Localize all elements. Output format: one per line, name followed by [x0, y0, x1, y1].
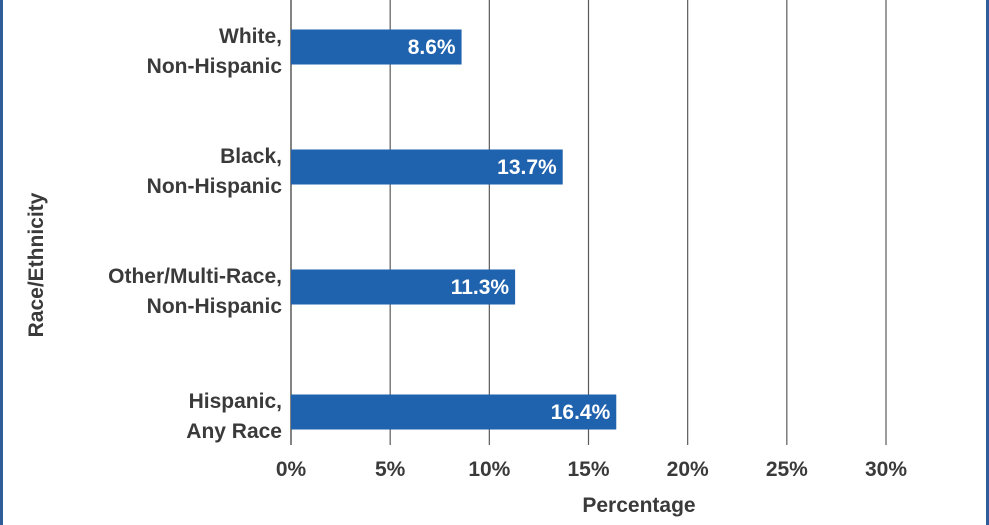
bar-value-label: 11.3%: [451, 276, 510, 299]
bar-value-label: 8.6%: [408, 36, 456, 59]
x-tick-labels: 0% 5% 10% 15% 20% 25% 30%: [276, 458, 908, 481]
y-axis-title: Race/Ethnicity: [25, 192, 48, 337]
bar: [291, 394, 617, 430]
x-axis-title: Percentage: [582, 494, 695, 517]
bar: [291, 29, 462, 65]
x-tick-label: 10%: [468, 458, 510, 481]
x-tick-label: 0%: [276, 458, 307, 481]
bar: [291, 149, 563, 185]
category-label: Hispanic, Any Race: [186, 390, 282, 443]
bar-value-label: 13.7%: [497, 156, 557, 179]
bars: 8.6% 13.7% 11.3% 16.4%: [291, 29, 617, 430]
bar-value-label: 16.4%: [551, 401, 611, 424]
x-tick-label: 15%: [567, 458, 609, 481]
bar-chart: 8.6% 13.7% 11.3% 16.4% White, Non-Hispanic Bl…: [25, 0, 908, 517]
bar: [291, 269, 516, 305]
category-label: Black, Non-Hispanic: [147, 145, 283, 198]
gridlines: [290, 0, 887, 445]
category-label: White, Non-Hispanic: [147, 25, 283, 78]
x-tick-label: 20%: [667, 458, 709, 481]
x-tick-label: 25%: [766, 458, 808, 481]
category-label: Other/Multi-Race, Non-Hispanic: [108, 265, 282, 318]
category-labels: White, Non-Hispanic Black, Non-Hispanic Othe…: [108, 25, 282, 443]
x-tick-label: 5%: [375, 458, 406, 481]
x-tick-label: 30%: [865, 458, 907, 481]
